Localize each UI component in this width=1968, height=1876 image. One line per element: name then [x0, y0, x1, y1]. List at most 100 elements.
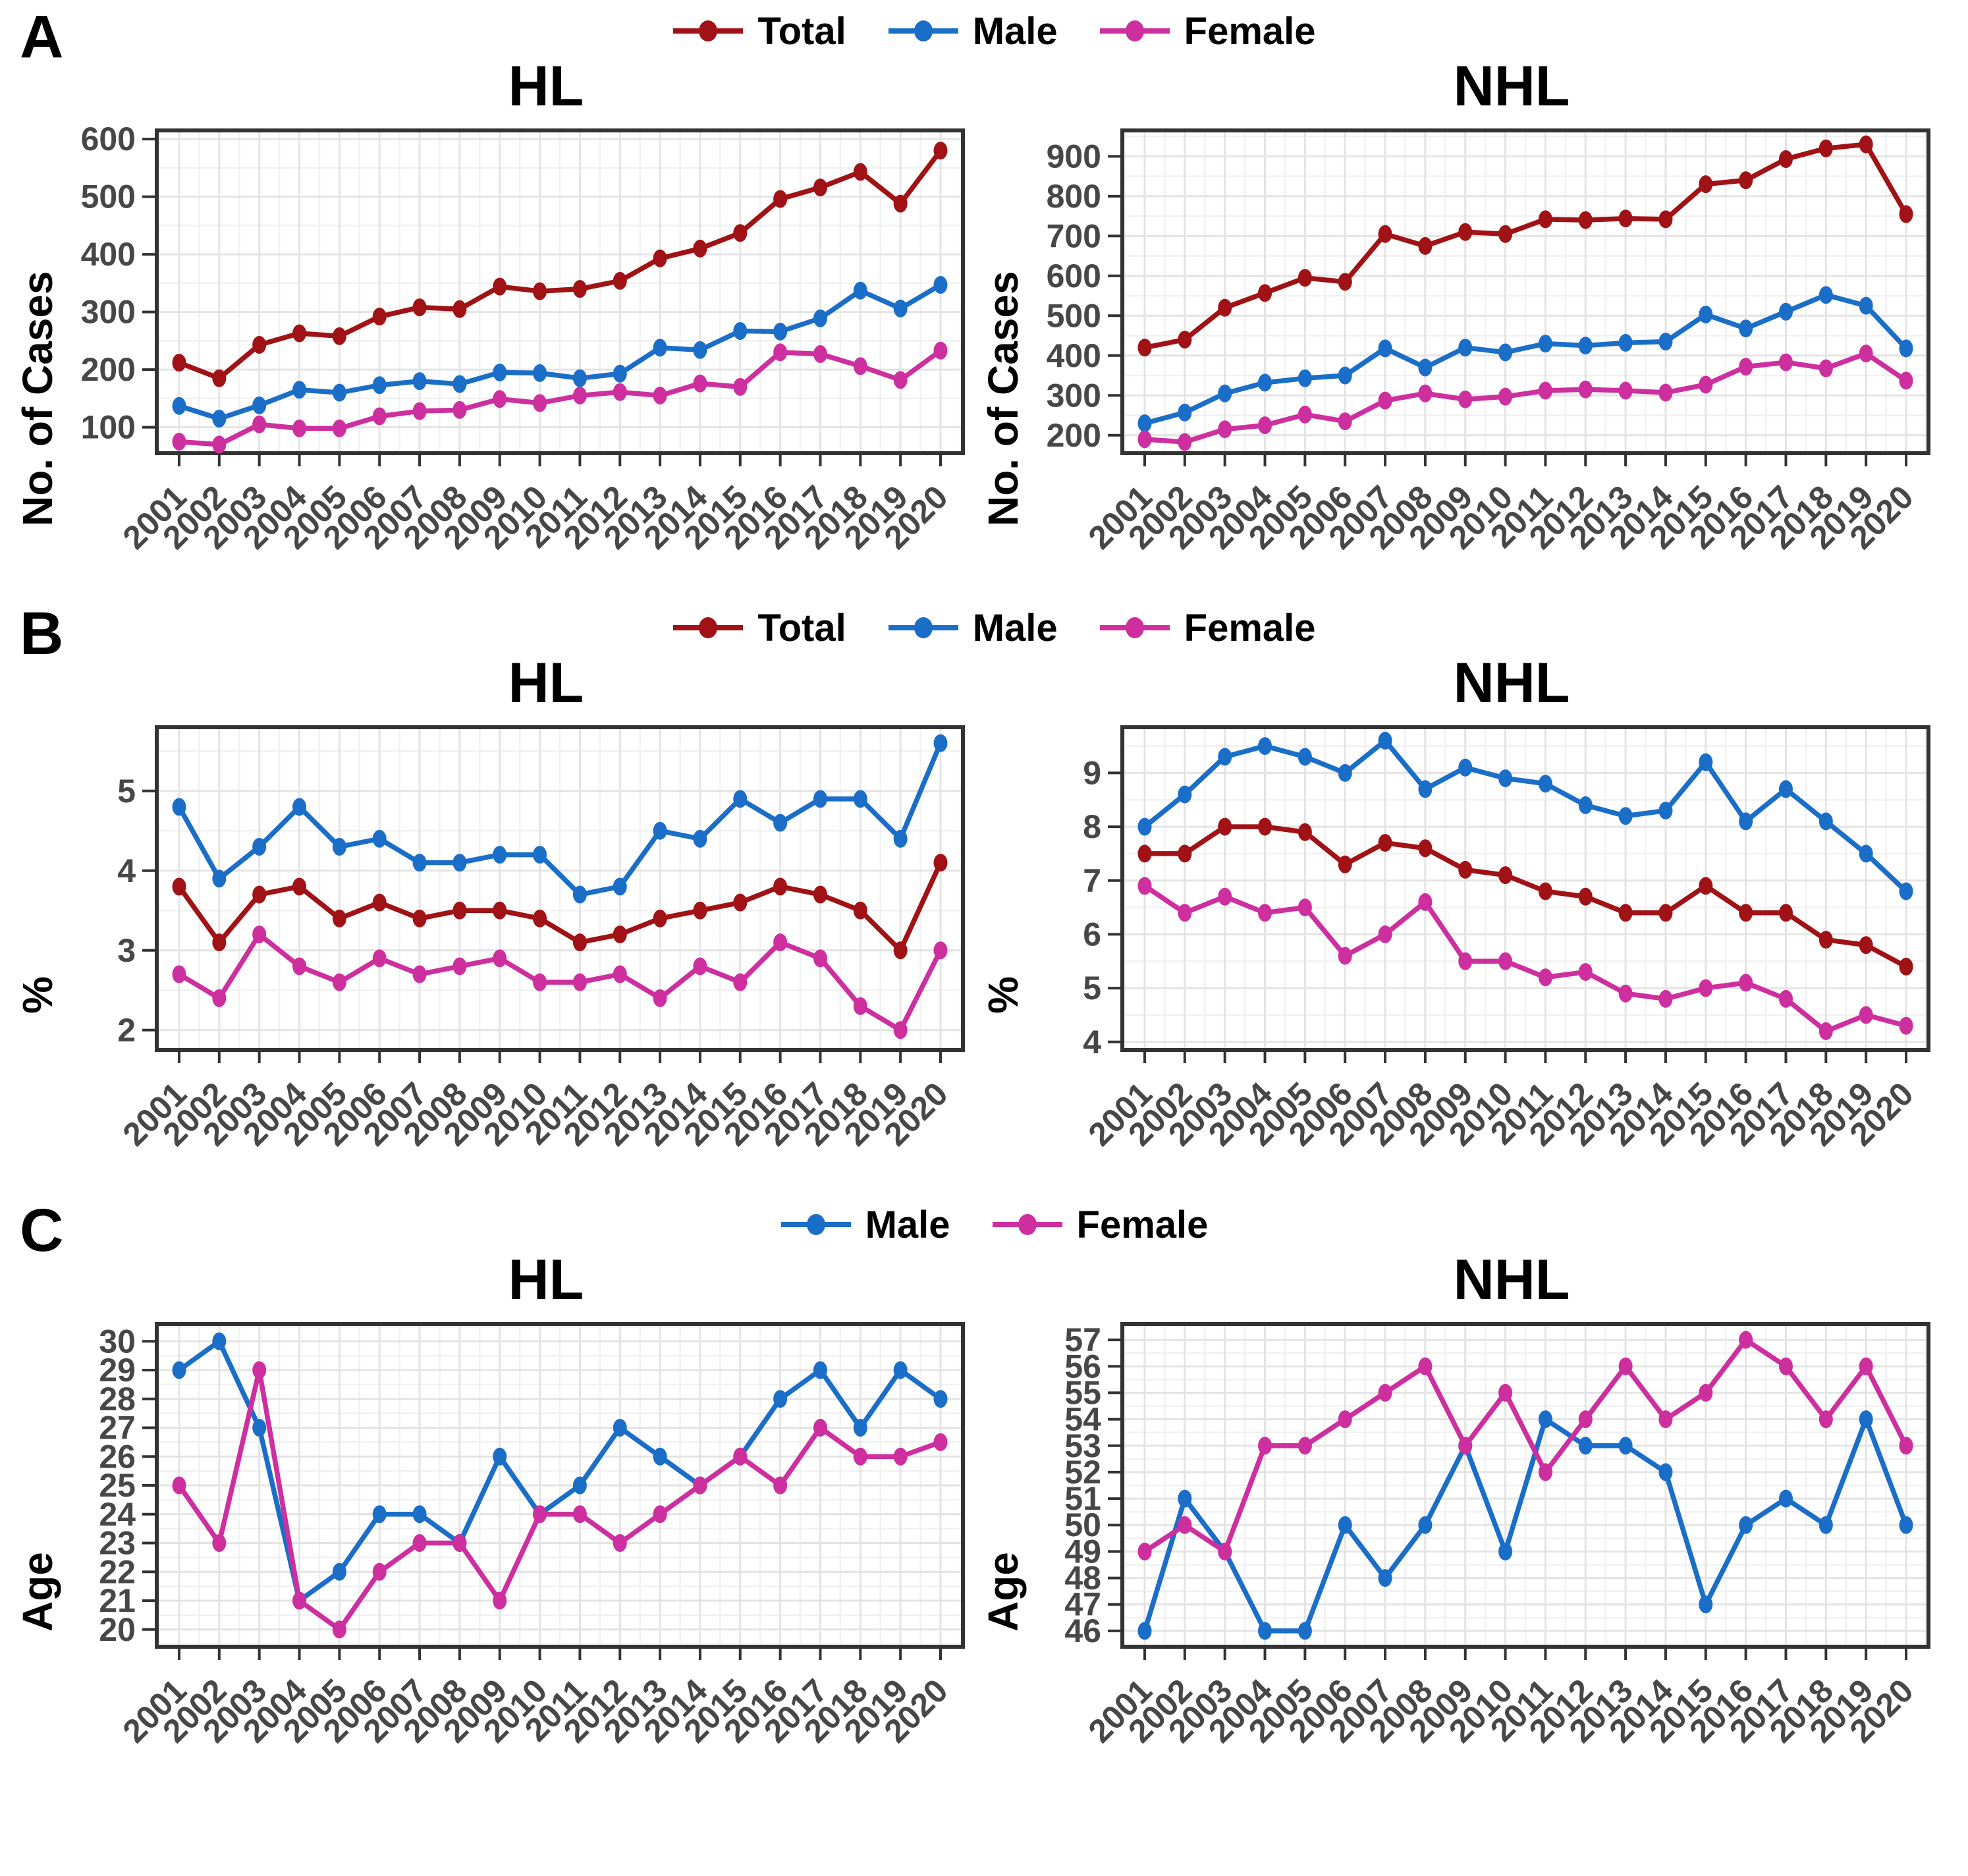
data-point [1418, 1357, 1433, 1375]
tick-labels: 4567892001200220032004200520062007200820… [1081, 754, 1921, 1153]
data-point [372, 949, 387, 968]
data-point [1699, 1383, 1713, 1402]
chart-body: % 2 3 4 5 2001 2002 2003 2004 2005 2006 2007 2008 20… [14, 717, 983, 1175]
data-point [1818, 286, 1833, 304]
y-tick-label: 49 [1064, 1533, 1101, 1570]
data-point [693, 1476, 707, 1495]
data-point [1618, 1437, 1633, 1455]
data-point [933, 941, 948, 960]
data-point [1859, 345, 1873, 363]
data-point [1298, 269, 1312, 287]
data-point [1739, 1516, 1753, 1534]
legend: Total Male Female [17, 5, 1968, 57]
data-point [1618, 904, 1633, 922]
data-point [572, 1505, 587, 1524]
data-point [893, 371, 908, 389]
legend-label: Male [972, 606, 1058, 649]
data-point [893, 194, 908, 213]
chart-body: % 4 5 6 7 8 9 2001 2002 2003 2004 2005 2006 2007 2008… [979, 717, 1948, 1175]
data-point [332, 383, 346, 402]
data-point [372, 376, 387, 395]
data-point [533, 394, 547, 412]
data-point [212, 410, 227, 428]
plot-c-hl: 2021222324252627282930200120022003200420… [99, 1322, 965, 1750]
chart-title: NHL [1453, 651, 1570, 715]
data-point [1578, 211, 1593, 229]
data-point [1137, 414, 1152, 433]
y-tick-label: 56 [1064, 1348, 1101, 1385]
y-tick-label: 30 [99, 1323, 136, 1360]
data-point [853, 997, 867, 1015]
data-point [893, 1361, 908, 1379]
data-point [1778, 150, 1793, 169]
y-tick-label: 22 [99, 1553, 136, 1590]
series-line [177, 1338, 943, 1603]
data-point [1578, 1410, 1593, 1429]
data-point [1859, 936, 1873, 954]
y-tick-label: 52 [1064, 1454, 1101, 1491]
data-point [572, 933, 587, 952]
data-point [292, 419, 307, 437]
data-point [773, 877, 788, 896]
data-point [1739, 974, 1753, 992]
data-point [292, 877, 307, 896]
y-tick-label: 500 [1047, 297, 1101, 334]
legend-label: Female [1184, 9, 1316, 53]
data-point [1338, 366, 1352, 385]
data-point [1298, 748, 1312, 766]
panel-label-c: C [20, 1197, 64, 1264]
grid-minor [1122, 727, 1928, 1050]
chart-title: NHL [1453, 1248, 1570, 1311]
y-tick-label: 900 [1047, 138, 1101, 175]
y-axis-title: No. of Cases [14, 271, 61, 526]
y-tick-label: 46 [1064, 1613, 1101, 1649]
data-point [1699, 305, 1713, 323]
chart-body: No. of Cases 200 300 400 500 600 700 800 900 200… [979, 120, 1948, 578]
data-point [1338, 412, 1352, 431]
chart-title: NHL [1453, 55, 1570, 118]
data-point [1739, 358, 1753, 376]
y-tick-label: 23 [99, 1525, 136, 1562]
data-point [1699, 375, 1713, 394]
data-point [1298, 823, 1312, 841]
data-point [1178, 403, 1192, 422]
chart-c-hl: HL Age 20 21 22 23 24 25 26 27 28 29 30 2001 2002 200… [14, 1250, 983, 1772]
data-point [1778, 1489, 1793, 1508]
data-point [653, 249, 667, 267]
data-point [292, 381, 307, 399]
data-point [1859, 1410, 1873, 1429]
data-point [412, 1534, 427, 1552]
data-point [172, 397, 186, 415]
axis-ticks [1108, 1338, 1907, 1660]
data-point [1899, 1437, 1913, 1455]
data-point [1218, 887, 1232, 906]
data-point [1618, 381, 1633, 400]
y-tick-label: 600 [81, 121, 136, 157]
data-point [893, 1021, 908, 1039]
data-point [1218, 420, 1232, 439]
data-point [1258, 416, 1272, 435]
data-point [693, 341, 707, 359]
data-point [212, 1534, 227, 1552]
data-point [1258, 284, 1272, 302]
data-point [773, 1390, 788, 1408]
data-point [1258, 817, 1272, 836]
data-point [1298, 369, 1312, 387]
data-point [493, 1447, 507, 1466]
data-point [1458, 860, 1473, 879]
data-point [252, 415, 267, 433]
data-point [653, 1447, 667, 1466]
data-point [1418, 358, 1433, 377]
data-point [1778, 302, 1793, 321]
data-point [813, 345, 827, 363]
data-point [1778, 1357, 1793, 1375]
data-point [332, 909, 346, 927]
data-point [412, 909, 427, 927]
data-point [1618, 984, 1633, 1003]
chart-body: No. of Cases 100 200 300 400 500 600 2001 2002 2… [14, 120, 983, 578]
data-point [1498, 225, 1513, 243]
panel-border [155, 725, 965, 1052]
data-point [1258, 904, 1272, 922]
data-point [853, 790, 867, 808]
